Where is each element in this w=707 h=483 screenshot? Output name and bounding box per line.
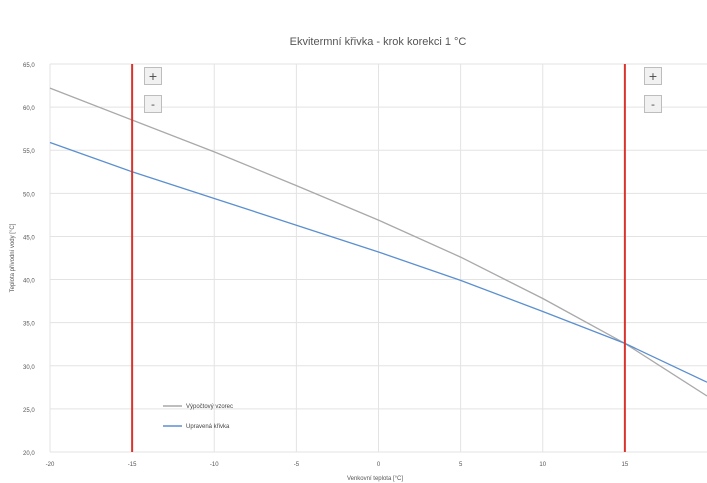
x-tick-label: 15: [622, 462, 629, 468]
x-tick-label: 10: [539, 462, 546, 468]
y-tick-label: 40,0: [23, 279, 35, 285]
left-minus-button[interactable]: -: [144, 95, 162, 113]
y-tick-label: 20,0: [23, 451, 35, 457]
series-line: [49, 141, 707, 383]
right-minus-button[interactable]: -: [644, 95, 662, 113]
y-tick-label: 55,0: [23, 149, 35, 155]
y-axis-label: Teplota přívodní vody [°C]: [10, 223, 16, 292]
series-line: [49, 87, 707, 397]
y-tick-label: 25,0: [23, 408, 35, 414]
legend-label: Výpočtový vzorec: [186, 404, 233, 410]
y-tick-label: 35,0: [23, 322, 35, 328]
y-tick-label: 60,0: [23, 106, 35, 112]
x-tick-label: -15: [128, 462, 137, 468]
x-tick-label: -20: [46, 462, 55, 468]
x-tick-label: -5: [294, 462, 300, 468]
legend-label: Upravená křivka: [186, 424, 230, 430]
y-tick-label: 50,0: [23, 192, 35, 198]
x-tick-label: -10: [210, 462, 219, 468]
y-tick-label: 45,0: [23, 235, 35, 241]
x-tick-label: 5: [459, 462, 463, 468]
right-plus-button[interactable]: +: [644, 67, 662, 85]
y-tick-label: 65,0: [23, 63, 35, 69]
left-plus-button[interactable]: +: [144, 67, 162, 85]
y-tick-label: 30,0: [23, 365, 35, 371]
x-axis-label: Venkovní teplota [°C]: [347, 476, 403, 482]
x-tick-label: 0: [377, 462, 381, 468]
chart-title: Ekvitermní křivka - krok korekci 1 °C: [290, 36, 467, 48]
